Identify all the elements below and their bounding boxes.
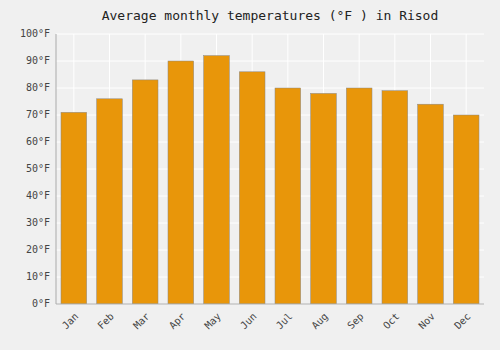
x-tick-label: Jan — [60, 311, 81, 332]
y-tick-label: 40°F — [26, 190, 50, 201]
grid-line-y — [56, 304, 484, 305]
y-tick-label: 80°F — [26, 82, 50, 93]
y-tick-label: 0°F — [32, 298, 50, 309]
bar — [346, 88, 372, 304]
bar — [132, 80, 158, 304]
x-axis-line — [56, 304, 484, 305]
grid-line-y — [56, 34, 484, 35]
y-axis-line — [56, 34, 57, 304]
x-tick-label: Apr — [167, 311, 188, 332]
y-tick-label: 100°F — [20, 28, 50, 39]
chart-svg: 0°F 10°F 20°F 30°F 40°F 50°F 60°F 70°F 80°F 90°F 1… — [0, 0, 500, 350]
x-tick-label: May — [202, 311, 223, 332]
bar — [168, 61, 194, 304]
bar — [239, 72, 265, 304]
y-tick-label: 20°F — [26, 244, 50, 255]
grid-line-y — [56, 88, 484, 89]
x-tick-label: Oct — [381, 311, 402, 332]
y-tick-label: 60°F — [26, 136, 50, 147]
bar — [453, 115, 479, 304]
x-tick-label: Dec — [452, 311, 473, 332]
x-tick-label: Jul — [274, 311, 295, 332]
title: Average monthly temperatures (°F ) in Ri… — [102, 8, 439, 23]
bars — [61, 56, 479, 304]
background — [0, 0, 500, 350]
bar — [382, 91, 408, 304]
bar — [275, 88, 301, 304]
x-tick-label: Mar — [131, 311, 152, 332]
y-tick-label: 90°F — [26, 55, 50, 66]
x-tick-label: Sep — [345, 311, 366, 332]
bar — [418, 104, 444, 304]
bar — [97, 99, 123, 304]
chart-container: 0°F 10°F 20°F 30°F 40°F 50°F 60°F 70°F 80°F 90°F 1… — [0, 0, 500, 350]
bar — [311, 93, 337, 304]
bar — [204, 56, 230, 304]
grid — [56, 34, 484, 304]
x-tick-label: Nov — [416, 311, 437, 332]
x-tick-label: Jun — [238, 311, 259, 332]
y-tick-label: 30°F — [26, 217, 50, 228]
x-tick-label: Feb — [95, 311, 116, 332]
bar — [61, 112, 87, 304]
axes: 0°F 10°F 20°F 30°F 40°F 50°F 60°F 70°F 80°F 90°F 1… — [20, 28, 484, 331]
y-tick-label: 50°F — [26, 163, 50, 174]
y-tick-label: 10°F — [26, 271, 50, 282]
x-tick-label: Aug — [309, 311, 330, 332]
grid-line-y — [56, 61, 484, 62]
y-tick-label: 70°F — [26, 109, 50, 120]
